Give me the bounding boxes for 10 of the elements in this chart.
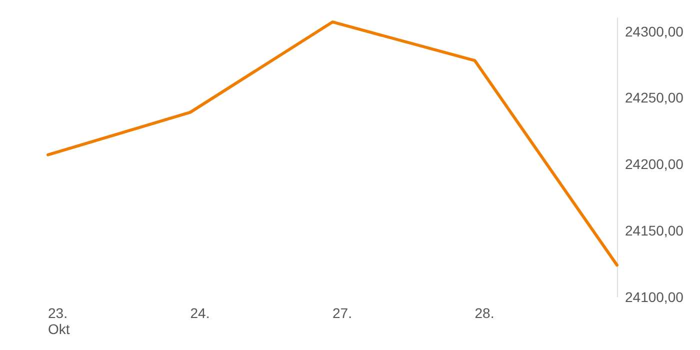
x-tick-label: 27.: [332, 305, 352, 321]
line-series: [46, 20, 618, 267]
x-tick-label: 23. Okt: [48, 305, 70, 337]
y-tick-label: 24300,00: [625, 23, 684, 40]
y-tick-label: 24200,00: [625, 156, 684, 172]
y-tick-label: 24100,00: [625, 289, 684, 305]
x-tick-label: 24.: [190, 305, 210, 321]
y-tick-label: 24150,00: [625, 222, 684, 239]
x-tick-label: 28.: [474, 305, 494, 321]
y-tick-label: 24250,00: [625, 90, 684, 106]
